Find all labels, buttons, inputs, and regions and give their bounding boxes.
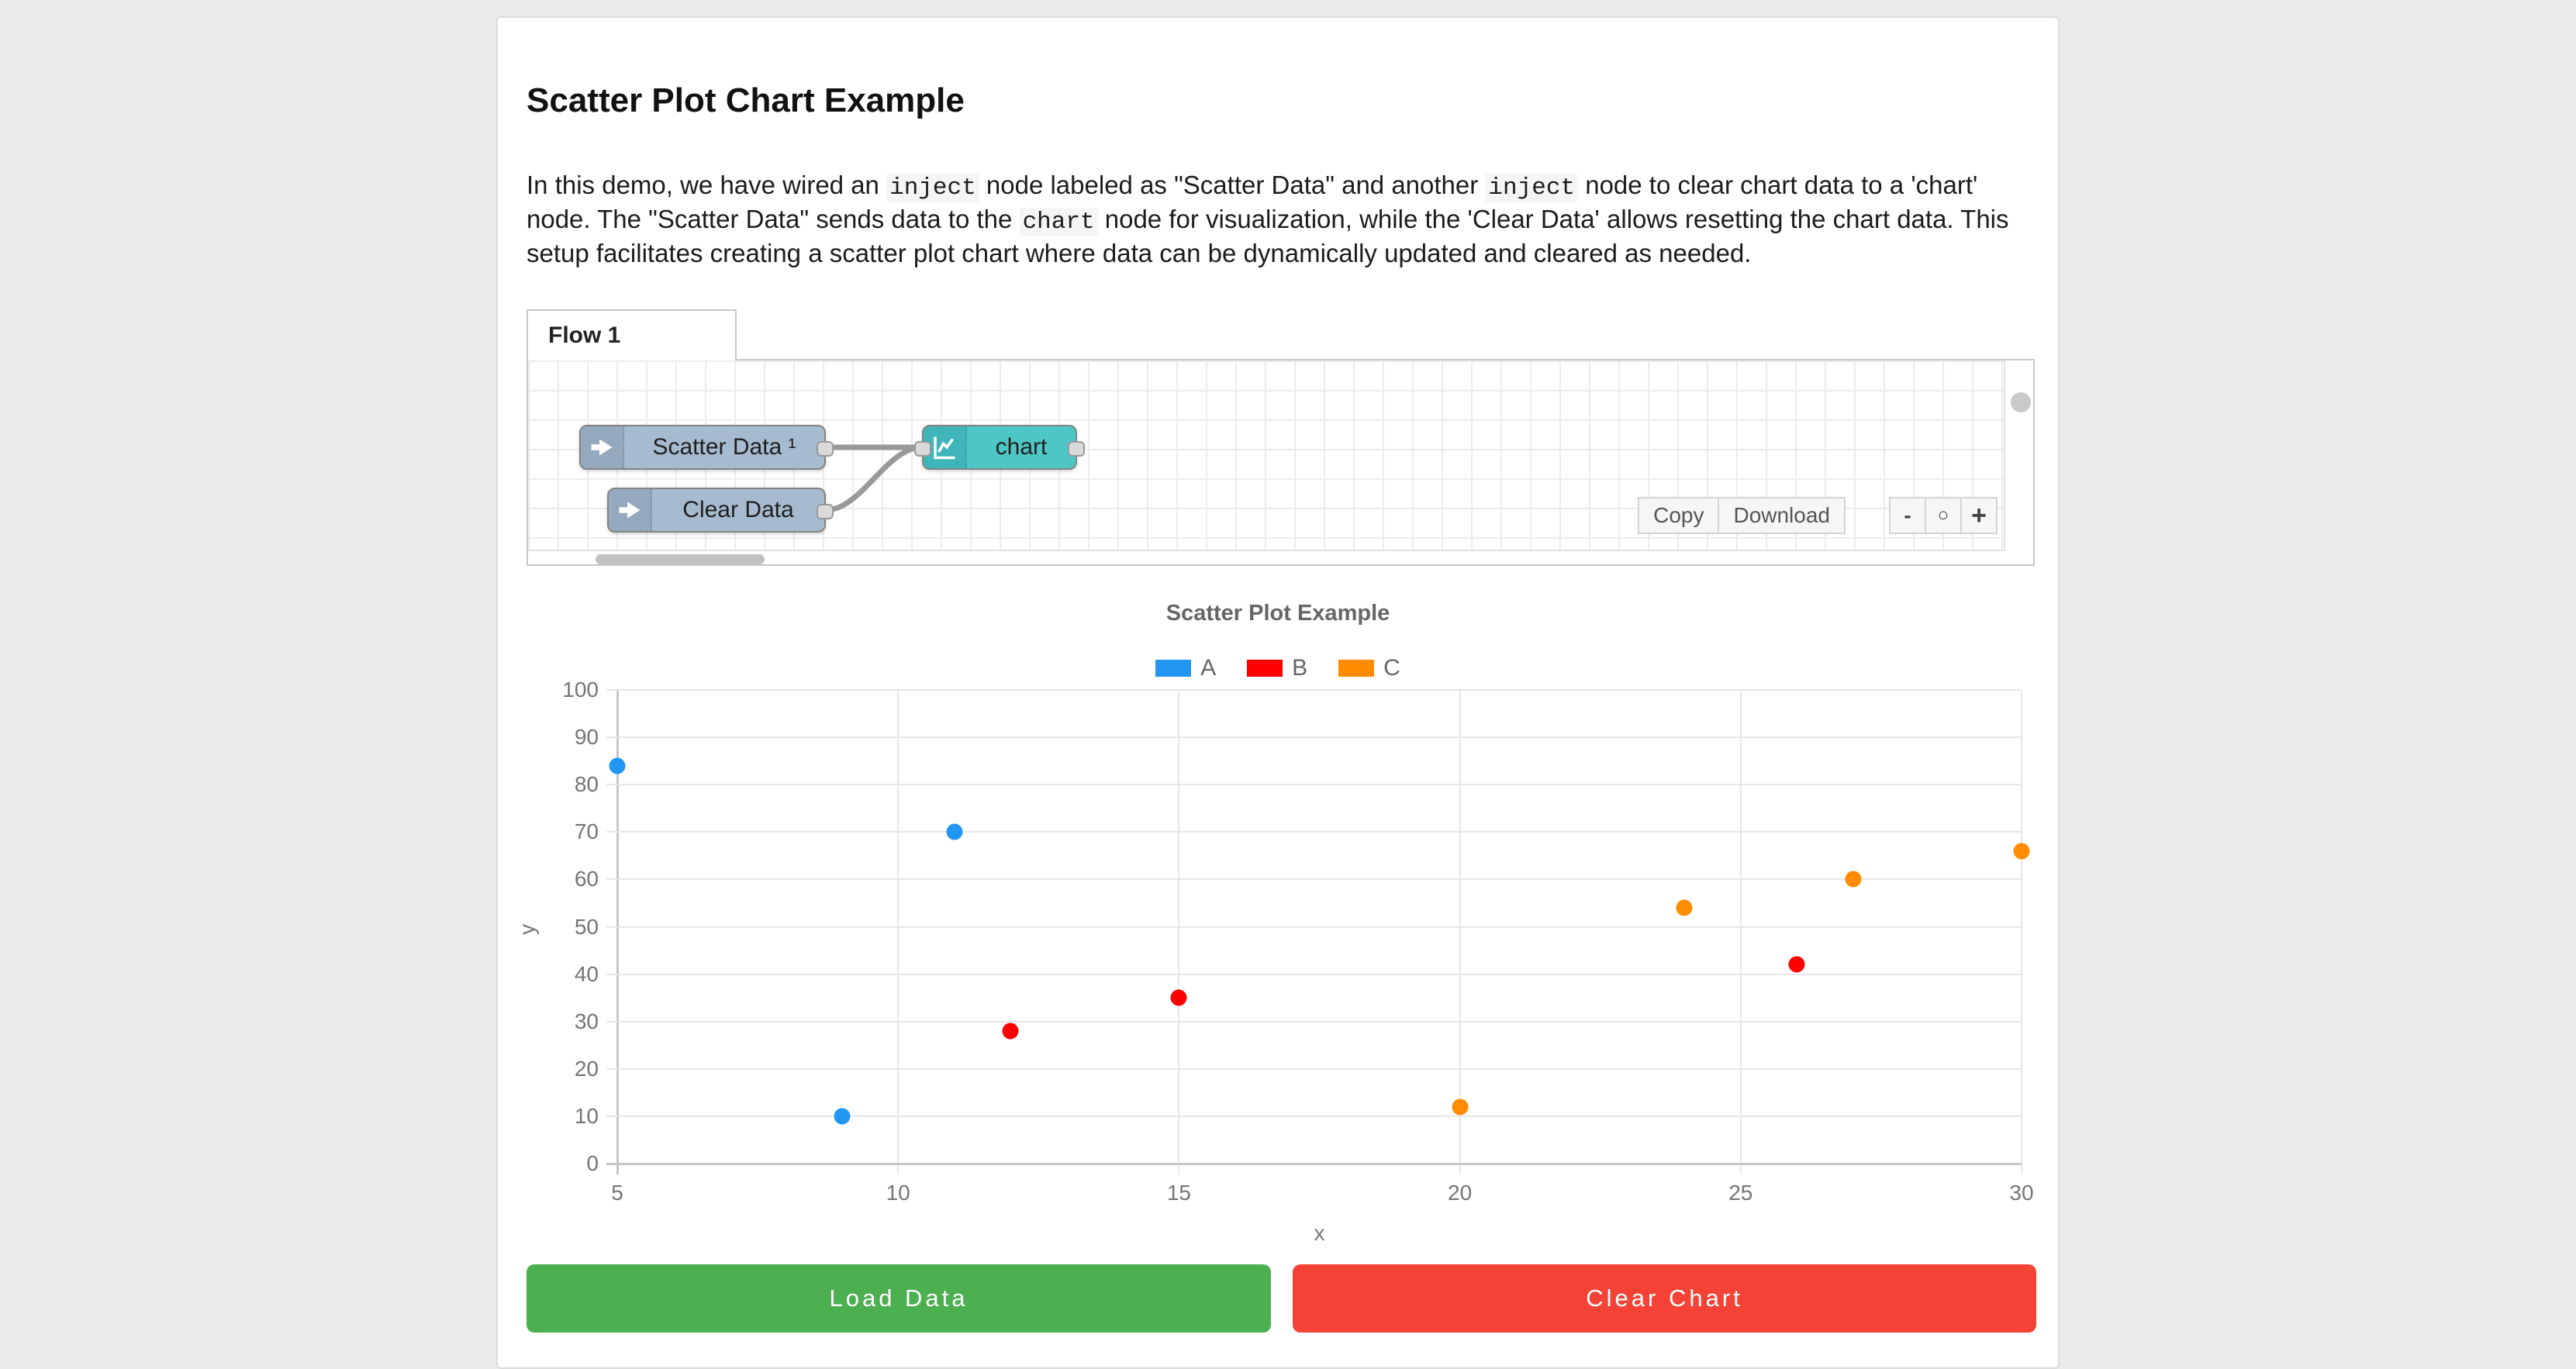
y-gridline <box>606 784 2022 786</box>
flow-tab-label: Flow 1 <box>548 322 621 348</box>
legend-label: C <box>1383 655 1400 681</box>
description-text: node labeled as "Scatter Data" and anoth… <box>979 171 1486 199</box>
x-tick-label: 10 <box>886 1181 910 1205</box>
flow-canvas[interactable]: Scatter Data ¹ Clear Data chart <box>527 359 2035 566</box>
y-gridline <box>606 878 2022 881</box>
y-gridline <box>606 973 2022 975</box>
zoom-in-button[interactable]: + <box>1960 497 1998 534</box>
node-clear-data[interactable]: Clear Data <box>607 488 834 533</box>
y-tick-label: 60 <box>574 867 599 891</box>
x-tick-label: 30 <box>2009 1181 2034 1205</box>
y-gridline <box>606 831 2022 833</box>
y-gridline <box>606 1067 2022 1070</box>
data-point-series-B <box>1788 956 1805 973</box>
inject-arrow-icon <box>581 426 624 468</box>
data-point-series-B <box>1002 1022 1019 1040</box>
node-label: Scatter Data ¹ <box>652 434 796 460</box>
y-gridline <box>606 736 2022 739</box>
x-tick-label: 20 <box>1448 1181 1473 1205</box>
x-gridline <box>1739 690 1742 1174</box>
data-point-series-C <box>1452 1098 1469 1116</box>
inline-code: chart <box>1019 208 1098 236</box>
y-tick-label: 80 <box>574 772 599 797</box>
y-gridline <box>606 1020 2022 1022</box>
data-point-series-B <box>1170 989 1187 1006</box>
zoom-reset-button[interactable]: ○ <box>1925 497 1962 534</box>
load-data-button[interactable]: Load Data <box>527 1264 1271 1333</box>
y-tick-label: 0 <box>586 1151 599 1175</box>
legend-label: B <box>1292 655 1308 681</box>
data-point-series-C <box>1845 871 1862 888</box>
x-tick-label: 5 <box>611 1181 623 1205</box>
clear-chart-button[interactable]: Clear Chart <box>1293 1264 2036 1333</box>
inline-code: inject <box>1485 174 1579 202</box>
node-chart[interactable]: chart <box>914 425 1085 470</box>
data-point-series-C <box>1676 899 1693 916</box>
inject-arrow-icon <box>609 489 652 531</box>
y-tick-label: 50 <box>574 914 599 939</box>
y-axis-title: y <box>515 924 539 935</box>
y-gridline <box>606 1163 2022 1165</box>
description-paragraph: In this demo, we have wired an inject no… <box>527 170 2039 269</box>
y-tick-label: 100 <box>562 678 599 702</box>
y-tick-label: 40 <box>574 961 599 986</box>
x-gridline <box>616 690 619 1174</box>
x-gridline <box>1178 690 1180 1174</box>
legend-item-B[interactable]: B <box>1247 655 1307 681</box>
flow-wires <box>823 444 925 513</box>
inline-code: inject <box>886 174 979 202</box>
node-label: chart <box>995 434 1048 460</box>
chart-legend: A B C <box>498 655 2058 681</box>
legend-swatch <box>1338 660 1375 677</box>
vertical-scrollbar-thumb[interactable] <box>2011 392 2031 412</box>
legend-label: A <box>1200 655 1217 681</box>
legend-swatch <box>1155 660 1192 677</box>
y-tick-label: 90 <box>574 725 599 750</box>
legend-item-C[interactable]: C <box>1338 655 1400 681</box>
y-gridline <box>606 689 2022 691</box>
scatter-plot-area: 5 10 15 20 25 30 0 10 20 30 40 50 60 70 80 90 100 <box>562 678 2033 1205</box>
data-point-series-A <box>946 823 963 840</box>
data-point-series-C <box>2013 843 2030 860</box>
x-tick-label: 15 <box>1166 1181 1191 1205</box>
output-port[interactable] <box>817 441 834 457</box>
x-gridline <box>897 690 900 1174</box>
download-button[interactable]: Download <box>1718 497 1846 534</box>
x-tick-label: 25 <box>1728 1181 1753 1205</box>
output-port[interactable] <box>817 504 834 519</box>
data-point-series-A <box>834 1108 851 1125</box>
y-gridline <box>606 926 2022 928</box>
node-scatter-data[interactable]: Scatter Data ¹ <box>579 425 834 470</box>
data-point-series-A <box>609 757 626 774</box>
x-gridline <box>1459 690 1461 1174</box>
copy-button[interactable]: Copy <box>1638 497 1720 534</box>
legend-swatch <box>1247 660 1283 677</box>
description-text: In this demo, we have wired an <box>527 171 887 199</box>
y-gridline <box>606 1115 2022 1117</box>
page-title: Scatter Plot Chart Example <box>527 81 965 119</box>
description-text: node for visualization, while the 'Clear… <box>527 205 2009 267</box>
input-port[interactable] <box>914 441 931 457</box>
y-tick-label: 10 <box>574 1103 599 1128</box>
flow-tab[interactable]: Flow 1 <box>527 309 737 360</box>
x-axis-title: x <box>1314 1221 1325 1245</box>
node-label: Clear Data <box>682 497 794 522</box>
y-tick-label: 20 <box>574 1056 599 1081</box>
zoom-out-button[interactable]: - <box>1889 497 1926 534</box>
x-gridline <box>2021 690 2022 1174</box>
legend-item-A[interactable]: A <box>1155 655 1216 681</box>
y-tick-label: 70 <box>574 819 599 844</box>
content-card: Scatter Plot Chart Example In this demo,… <box>496 16 2060 1369</box>
horizontal-scrollbar-thumb[interactable] <box>596 554 765 564</box>
description-text: node to clear chart data to a 'chart' no… <box>527 171 1978 233</box>
output-port[interactable] <box>1068 441 1085 457</box>
chart-title: Scatter Plot Example <box>1165 601 1390 626</box>
y-tick-label: 30 <box>574 1009 599 1033</box>
